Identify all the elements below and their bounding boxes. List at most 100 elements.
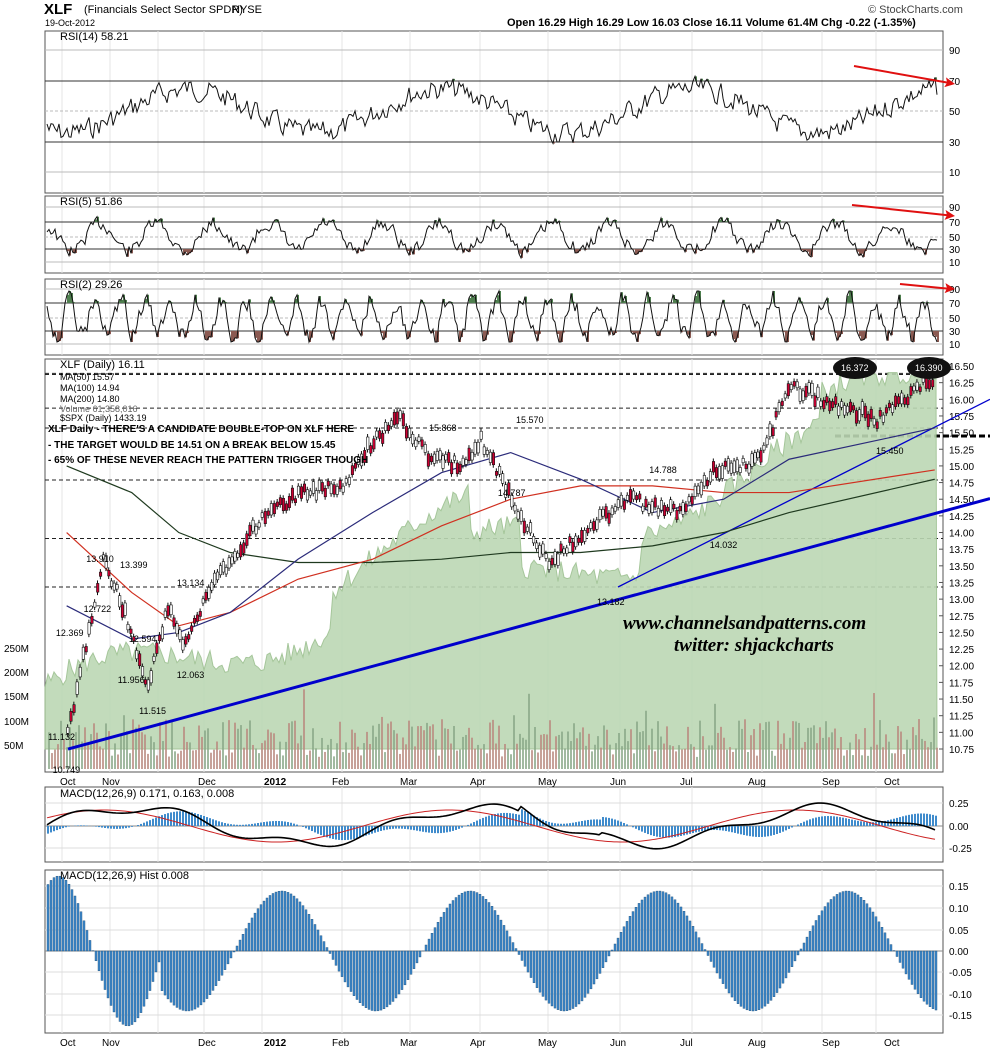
hist-bar: [700, 943, 704, 952]
candle-body: [866, 413, 870, 427]
volume-bar: [330, 738, 332, 769]
hist-bar: [202, 950, 206, 1003]
macd-bar: [224, 823, 226, 826]
macd-bar: [311, 826, 313, 832]
rsi-tick-label: 90: [949, 203, 961, 214]
candle-body: [900, 392, 904, 405]
hist-label: MACD(12,26,9) Hist 0.008: [60, 870, 189, 882]
candle-body: [115, 584, 119, 590]
volume-bar: [828, 737, 830, 769]
macd-bar: [767, 826, 769, 837]
macd-bar: [350, 826, 352, 840]
legend-xlf: XLF (Daily) 16.11: [60, 359, 145, 371]
macd-bar: [899, 817, 901, 826]
rsi-tick-label: 10: [949, 340, 961, 351]
candle-body: [224, 567, 228, 575]
hist-bar: [271, 893, 275, 952]
hist-bar: [799, 948, 803, 952]
hist-bar: [808, 931, 812, 952]
volume-bar: [456, 750, 458, 769]
volume-bar: [867, 755, 869, 769]
candle-body: [816, 386, 820, 398]
macd-bar: [656, 826, 658, 837]
volume-bar: [537, 752, 539, 769]
candle-body: [305, 489, 309, 501]
candle-body: [601, 509, 605, 517]
volume-bar: [516, 743, 518, 769]
hist-bar: [472, 891, 476, 952]
volume-bar: [918, 719, 920, 769]
hist-bar: [796, 950, 800, 956]
hist-bar: [205, 950, 209, 999]
hist-bar: [238, 939, 242, 952]
hist-bar: [514, 948, 518, 952]
hist-bar: [259, 904, 263, 952]
candle-body: [604, 506, 608, 519]
hist-bar: [343, 950, 347, 983]
hist-bar: [253, 912, 257, 952]
candle-body: [628, 489, 632, 503]
volume-bar: [246, 728, 248, 769]
hist-tick-label: -0.15: [949, 1011, 972, 1022]
price-tick-label: 12.75: [949, 612, 974, 623]
macd-bar: [266, 821, 268, 826]
hist-bar: [349, 950, 353, 992]
macd-bar: [77, 825, 79, 826]
volume-bar: [144, 734, 146, 769]
candle-body: [891, 404, 895, 413]
macd-bar: [548, 821, 550, 826]
macd-bar: [491, 814, 493, 826]
price-label: 15.570: [516, 415, 544, 425]
volume-bar: [336, 743, 338, 769]
hist-bar: [733, 950, 737, 1001]
rsi-overbought-fill: [453, 76, 937, 81]
macd-bar: [176, 811, 178, 826]
candle-body: [498, 465, 502, 475]
hist-bar: [493, 910, 497, 952]
hist-bar: [901, 950, 905, 969]
macd-bar: [800, 823, 802, 826]
macd-bar: [503, 812, 505, 826]
macd-bar: [83, 825, 85, 826]
candle-body: [290, 487, 294, 501]
volume-bar: [483, 744, 485, 769]
volume-bar: [504, 743, 506, 769]
candle-body: [924, 377, 928, 389]
month-label: Nov: [102, 1038, 120, 1049]
hist-bar: [49, 880, 53, 952]
volume-bar: [717, 732, 719, 769]
macd-bar: [911, 814, 913, 826]
macd-bar: [230, 824, 232, 826]
macd-bar: [614, 819, 616, 826]
candle-body: [547, 561, 551, 570]
price-tick-label: 11.50: [949, 695, 974, 706]
macd-bar: [152, 818, 154, 826]
volume-bar: [540, 734, 542, 769]
volume-bar: [219, 750, 221, 769]
macd-bar: [524, 810, 526, 826]
hist-bar: [685, 915, 689, 952]
hist-bar: [592, 950, 596, 985]
macd-bar: [257, 822, 259, 826]
hist-bar: [688, 920, 692, 952]
hist-bar: [463, 891, 467, 952]
price-label: 11.132: [48, 732, 75, 742]
volume-bar: [174, 751, 176, 769]
hist-bar: [550, 950, 554, 1007]
rsi-oversold-fill: [67, 249, 929, 258]
hist-bar: [367, 950, 371, 1010]
candle-body: [369, 445, 373, 454]
macd-bar: [194, 813, 196, 826]
macd-bar: [329, 826, 331, 839]
macd-bar: [47, 826, 49, 834]
hist-bar: [868, 907, 872, 952]
candle-body: [158, 634, 162, 642]
macd-bar: [479, 819, 481, 826]
candle-body: [693, 485, 697, 497]
hist-bar: [646, 894, 650, 952]
candle-body: [299, 486, 303, 499]
volume-bar: [321, 737, 323, 769]
candle-body: [187, 634, 191, 640]
hist-tick-label: 0.10: [949, 904, 969, 915]
macd-bar: [815, 817, 817, 826]
